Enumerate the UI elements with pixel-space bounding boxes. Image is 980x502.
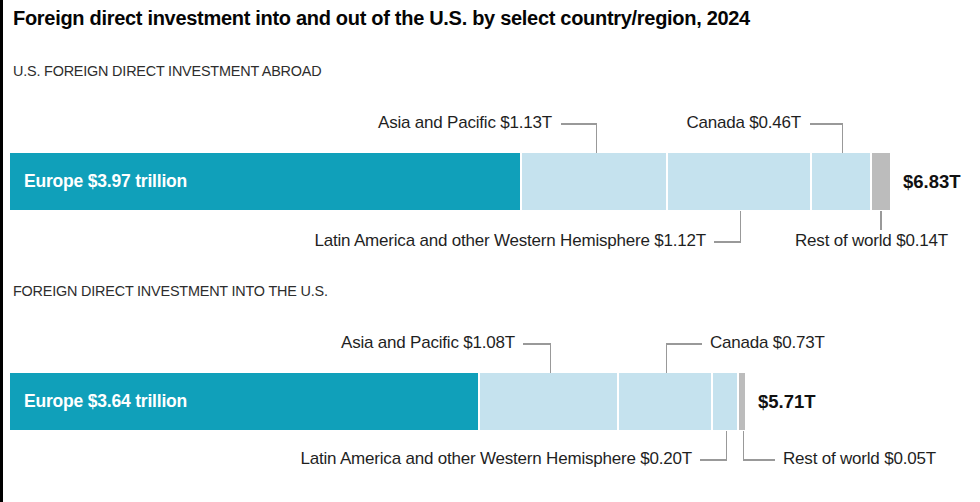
bar-segment-latin-america-and-other-western-hemisphere <box>668 153 812 210</box>
left-border-rule <box>0 0 3 502</box>
leader-line <box>842 123 844 153</box>
leader-line <box>743 459 775 461</box>
leader-line <box>714 241 741 243</box>
leader-line <box>726 431 728 461</box>
leader-line <box>810 123 843 125</box>
annotation-latin-america-into: Latin America and other Western Hemisphe… <box>301 448 693 470</box>
bar-segment-rest-of-world <box>739 373 745 430</box>
bar-segment-canada <box>812 153 871 210</box>
leader-line <box>561 123 597 125</box>
leader-line <box>880 211 882 230</box>
bar-segment-asia-and-pacific <box>522 153 668 210</box>
leader-line <box>666 343 702 345</box>
leader-line <box>550 343 552 373</box>
annotation-latin-america-abroad: Latin America and other Western Hemisphe… <box>315 230 707 252</box>
bar-segment-latin-america-and-other-western-hemisphere <box>713 373 739 430</box>
bar-label-europe-abroad: Europe $3.97 trillion <box>24 153 187 210</box>
section-label-abroad: U.S. FOREIGN DIRECT INVESTMENT ABROAD <box>13 62 321 79</box>
total-label-into-us: $5.71T <box>758 391 816 413</box>
leader-line <box>666 343 668 373</box>
bar-segment-asia-and-pacific <box>480 373 619 430</box>
annotation-asia-pacific-into: Asia and Pacific $1.08T <box>341 332 515 354</box>
chart-title: Foreign direct investment into and out o… <box>13 7 750 30</box>
bar-segment-rest-of-world <box>872 153 890 210</box>
annotation-rest-of-world-into: Rest of world $0.05T <box>783 448 936 470</box>
annotation-rest-of-world-abroad: Rest of world $0.14T <box>795 230 948 252</box>
annotation-canada-abroad: Canada $0.46T <box>686 112 801 134</box>
annotation-asia-pacific-abroad: Asia and Pacific $1.13T <box>378 112 552 134</box>
leader-line <box>523 343 551 345</box>
section-label-into-us: FOREIGN DIRECT INVESTMENT INTO THE U.S. <box>13 282 328 299</box>
leader-line <box>743 431 745 461</box>
leader-line <box>596 123 598 153</box>
leader-line <box>740 211 742 243</box>
bar-segment-canada <box>619 373 713 430</box>
fdi-chart: Foreign direct investment into and out o… <box>0 0 980 502</box>
total-label-abroad: $6.83T <box>903 171 961 193</box>
leader-line <box>700 459 727 461</box>
annotation-canada-into: Canada $0.73T <box>710 332 825 354</box>
bar-label-europe-into: Europe $3.64 trillion <box>24 373 187 430</box>
